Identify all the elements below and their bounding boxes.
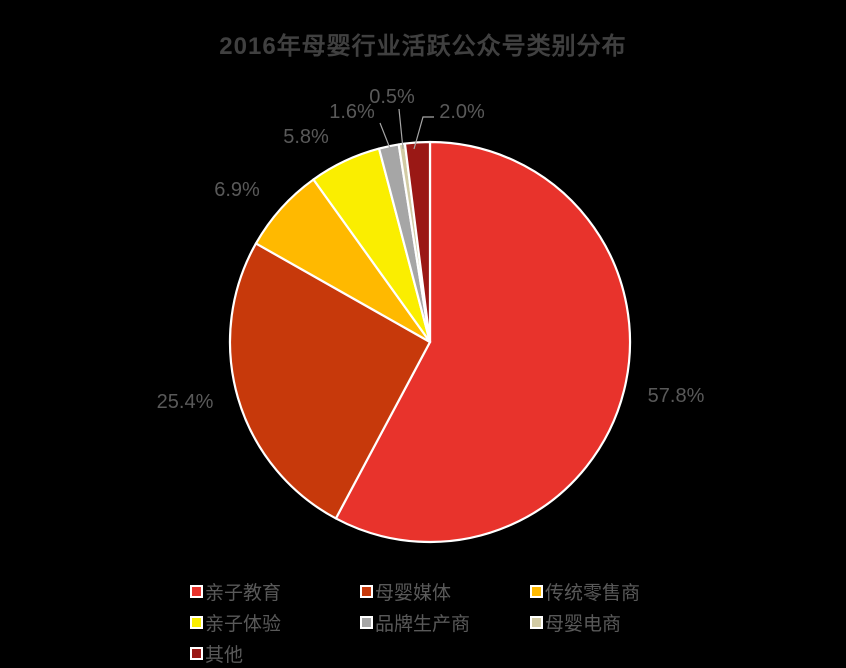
leader-line-5 [398,108,404,150]
data-label-2: 6.9% [214,179,260,201]
legend-label: 传统零售商 [545,583,641,604]
legend-swatch-icon [190,585,203,598]
legend-item-0: 亲子教育 [190,578,360,605]
legend-label: 母婴媒体 [375,583,452,604]
legend-swatch-icon [530,616,543,629]
data-label-5: 0.5% [369,86,415,108]
legend-swatch-icon [360,585,373,598]
legend-item-1: 母婴媒体 [360,578,530,605]
legend-label: 其他 [205,645,244,666]
pie-slice-1 [228,242,432,520]
leader-line-6 [413,116,434,150]
legend-item-4: 品牌生产商 [360,609,530,636]
legend-label: 品牌生产商 [375,614,471,635]
legend: 亲子教育 母婴媒体 传统零售商亲子体验 品牌生产商 母婴电商其他 [190,576,730,668]
data-label-4: 1.6% [329,101,375,123]
pie-slice-6 [403,140,432,344]
data-label-3: 5.8% [283,126,329,148]
leader-line-4 [379,122,392,152]
pie-slice-0 [334,140,632,544]
legend-swatch-icon [530,585,543,598]
legend-label: 亲子体验 [205,614,282,635]
legend-item-2: 传统零售商 [530,578,710,605]
legend-item-6: 其他 [190,640,360,667]
data-label-6: 2.0% [439,101,485,123]
data-label-0: 57.8% [648,385,705,407]
legend-label: 亲子教育 [205,583,282,604]
data-label-1: 25.4% [157,391,214,413]
legend-item-3: 亲子体验 [190,609,360,636]
legend-label: 母婴电商 [545,614,622,635]
legend-swatch-icon [190,616,203,629]
chart-title: 2016年母婴行业活跃公众号类别分布 [219,33,627,60]
legend-item-5: 母婴电商 [530,609,710,636]
legend-swatch-icon [190,647,203,660]
legend-swatch-icon [360,616,373,629]
